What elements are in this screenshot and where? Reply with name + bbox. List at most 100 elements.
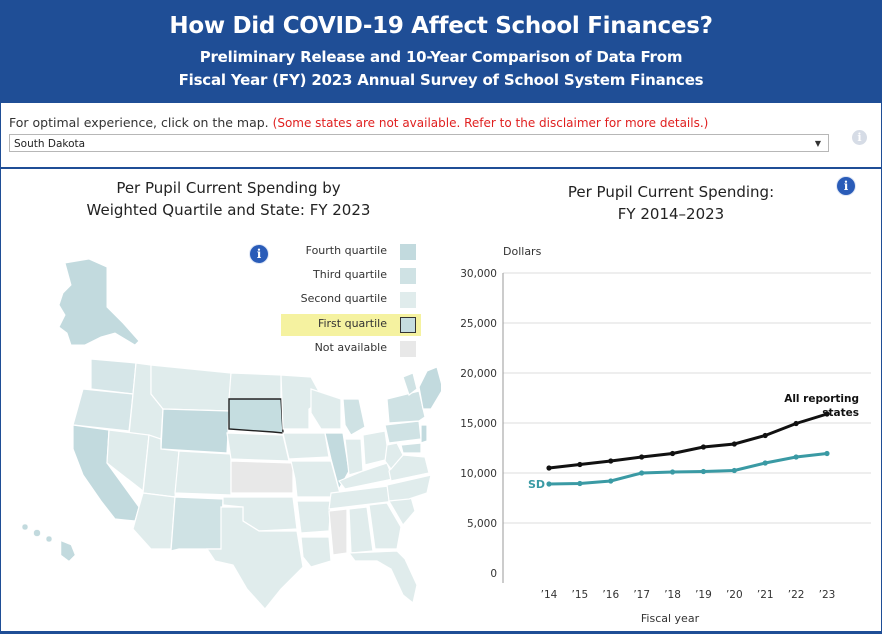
map-state-texas [205,506,304,610]
map-state-north-carolina [386,474,432,502]
us-map[interactable] [11,249,441,629]
map-title: Per Pupil Current Spending by Weighted Q… [51,177,406,221]
map-state-colorado [174,450,232,496]
map-title-line2: Weighted Quartile and State: FY 2023 [86,201,371,219]
data-point [762,432,768,439]
map-state-pennsylvania [384,420,422,444]
page-subtitle-line2: Fiscal Year (FY) 2023 Annual Survey of S… [178,71,704,89]
data-point [577,480,583,487]
data-point [577,461,583,468]
map-state-west-virginia [384,442,404,470]
legend-item[interactable]: Fourth quartile [281,241,421,263]
data-point [700,444,707,450]
dropdown-arrow-icon[interactable]: ▼ [814,139,821,148]
info-icon[interactable]: i [836,176,856,196]
map-title-line1: Per Pupil Current Spending by [116,179,341,197]
map-state-michigan [342,398,366,436]
x-tick-label: ’14 [541,589,558,601]
series-label: SD [528,478,545,491]
map-state-new-england [418,366,441,410]
chart-title-line2: FY 2014–2023 [617,205,725,223]
data-point [639,470,645,476]
map-state-florida [347,550,418,605]
map-state-arizona [132,492,176,550]
info-icon[interactable]: i [249,244,269,264]
legend-swatch [400,244,416,260]
series-line [548,412,828,470]
data-point [731,467,737,474]
data-point [669,469,676,475]
map-state-alabama [348,506,374,554]
map-state-washington [90,358,137,395]
map-state-maryland [400,442,422,454]
legend-item-label: Second quartile [300,292,387,305]
map-state-nebraska [226,432,290,462]
map-state-vermont [402,372,418,396]
x-tick-label: ’18 [664,589,681,601]
series-label: All reporting [784,393,859,405]
map-state-oregon [72,388,134,432]
instruction-label: For optimal experience, click on the map… [9,115,269,130]
controls-bar: For optimal experience, click on the map… [0,103,882,169]
x-axis-label: Fiscal year [641,612,700,624]
legend-item-label: Not available [314,341,387,354]
state-select-value: South Dakota [14,138,86,150]
data-point [608,458,614,464]
data-point [608,478,614,484]
page-title: How Did COVID-19 Affect School Finances? [169,13,713,39]
data-point [731,441,737,447]
state-select[interactable]: South Dakota ▼ [9,134,829,152]
x-tick-label: ’20 [726,589,743,601]
map-state-alaska [58,258,140,346]
legend-item-label: Fourth quartile [305,244,387,257]
data-point [639,454,645,460]
y-tick-label: 20,000 [460,368,497,380]
data-point [824,450,830,457]
y-tick-label: 30,000 [460,268,497,280]
map-state-mississippi [328,508,348,556]
chart-title: Per Pupil Current Spending: FY 2014–2023 [521,181,821,225]
legend-item[interactable]: Not available [281,338,421,360]
data-point [669,450,676,457]
map-state-arkansas [296,500,332,534]
x-tick-label: ’16 [602,589,619,601]
legend-swatch [400,317,416,333]
page-subtitle-line1: Preliminary Release and 10-Year Comparis… [199,48,683,66]
x-tick-label: ’19 [695,589,712,601]
map-state-minnesota [280,374,324,430]
map-state-montana [150,364,232,412]
x-tick-label: ’17 [633,589,650,601]
y-axis-label: Dollars [503,245,542,258]
map-state-wisconsin [310,388,342,430]
legend-item[interactable]: Third quartile [281,265,421,287]
header-banner: How Did COVID-19 Affect School Finances?… [0,0,882,103]
map-state-missouri [290,460,342,498]
x-tick-label: ’23 [819,589,836,601]
map-state-new-mexico [170,496,224,552]
series-line [548,452,828,486]
info-icon[interactable]: i [852,130,867,145]
legend-item[interactable]: First quartile [281,314,421,336]
y-tick-label: 25,000 [460,318,497,330]
line-chart: 0 5,000 10,000 15,000 20,000 25,000 30,000 Doll… [460,245,871,624]
legend-swatch [400,341,416,357]
legend-swatch [400,268,416,284]
instruction-text: For optimal experience, click on the map… [9,115,708,130]
disclaimer-note: (Some states are not available. Refer to… [272,116,709,130]
map-state-new-york [386,390,426,424]
x-tick-label: ’15 [572,589,589,601]
chart-title-line1: Per Pupil Current Spending: [567,183,775,201]
legend-item-label: Third quartile [313,268,387,281]
y-tick-label: 0 [490,568,497,580]
map-state-louisiana [300,536,332,568]
data-point [546,465,552,471]
map-state-iowa [282,432,330,460]
x-tick-label: ’22 [788,589,805,601]
data-point [762,460,768,466]
legend-item[interactable]: Second quartile [281,289,421,311]
x-tick-label: ’21 [757,589,774,601]
data-point [793,454,799,460]
map-state-kansas [230,460,294,494]
main-panel: Per Pupil Current Spending by Weighted Q… [0,169,882,634]
map-state-new-jersey [420,424,428,444]
